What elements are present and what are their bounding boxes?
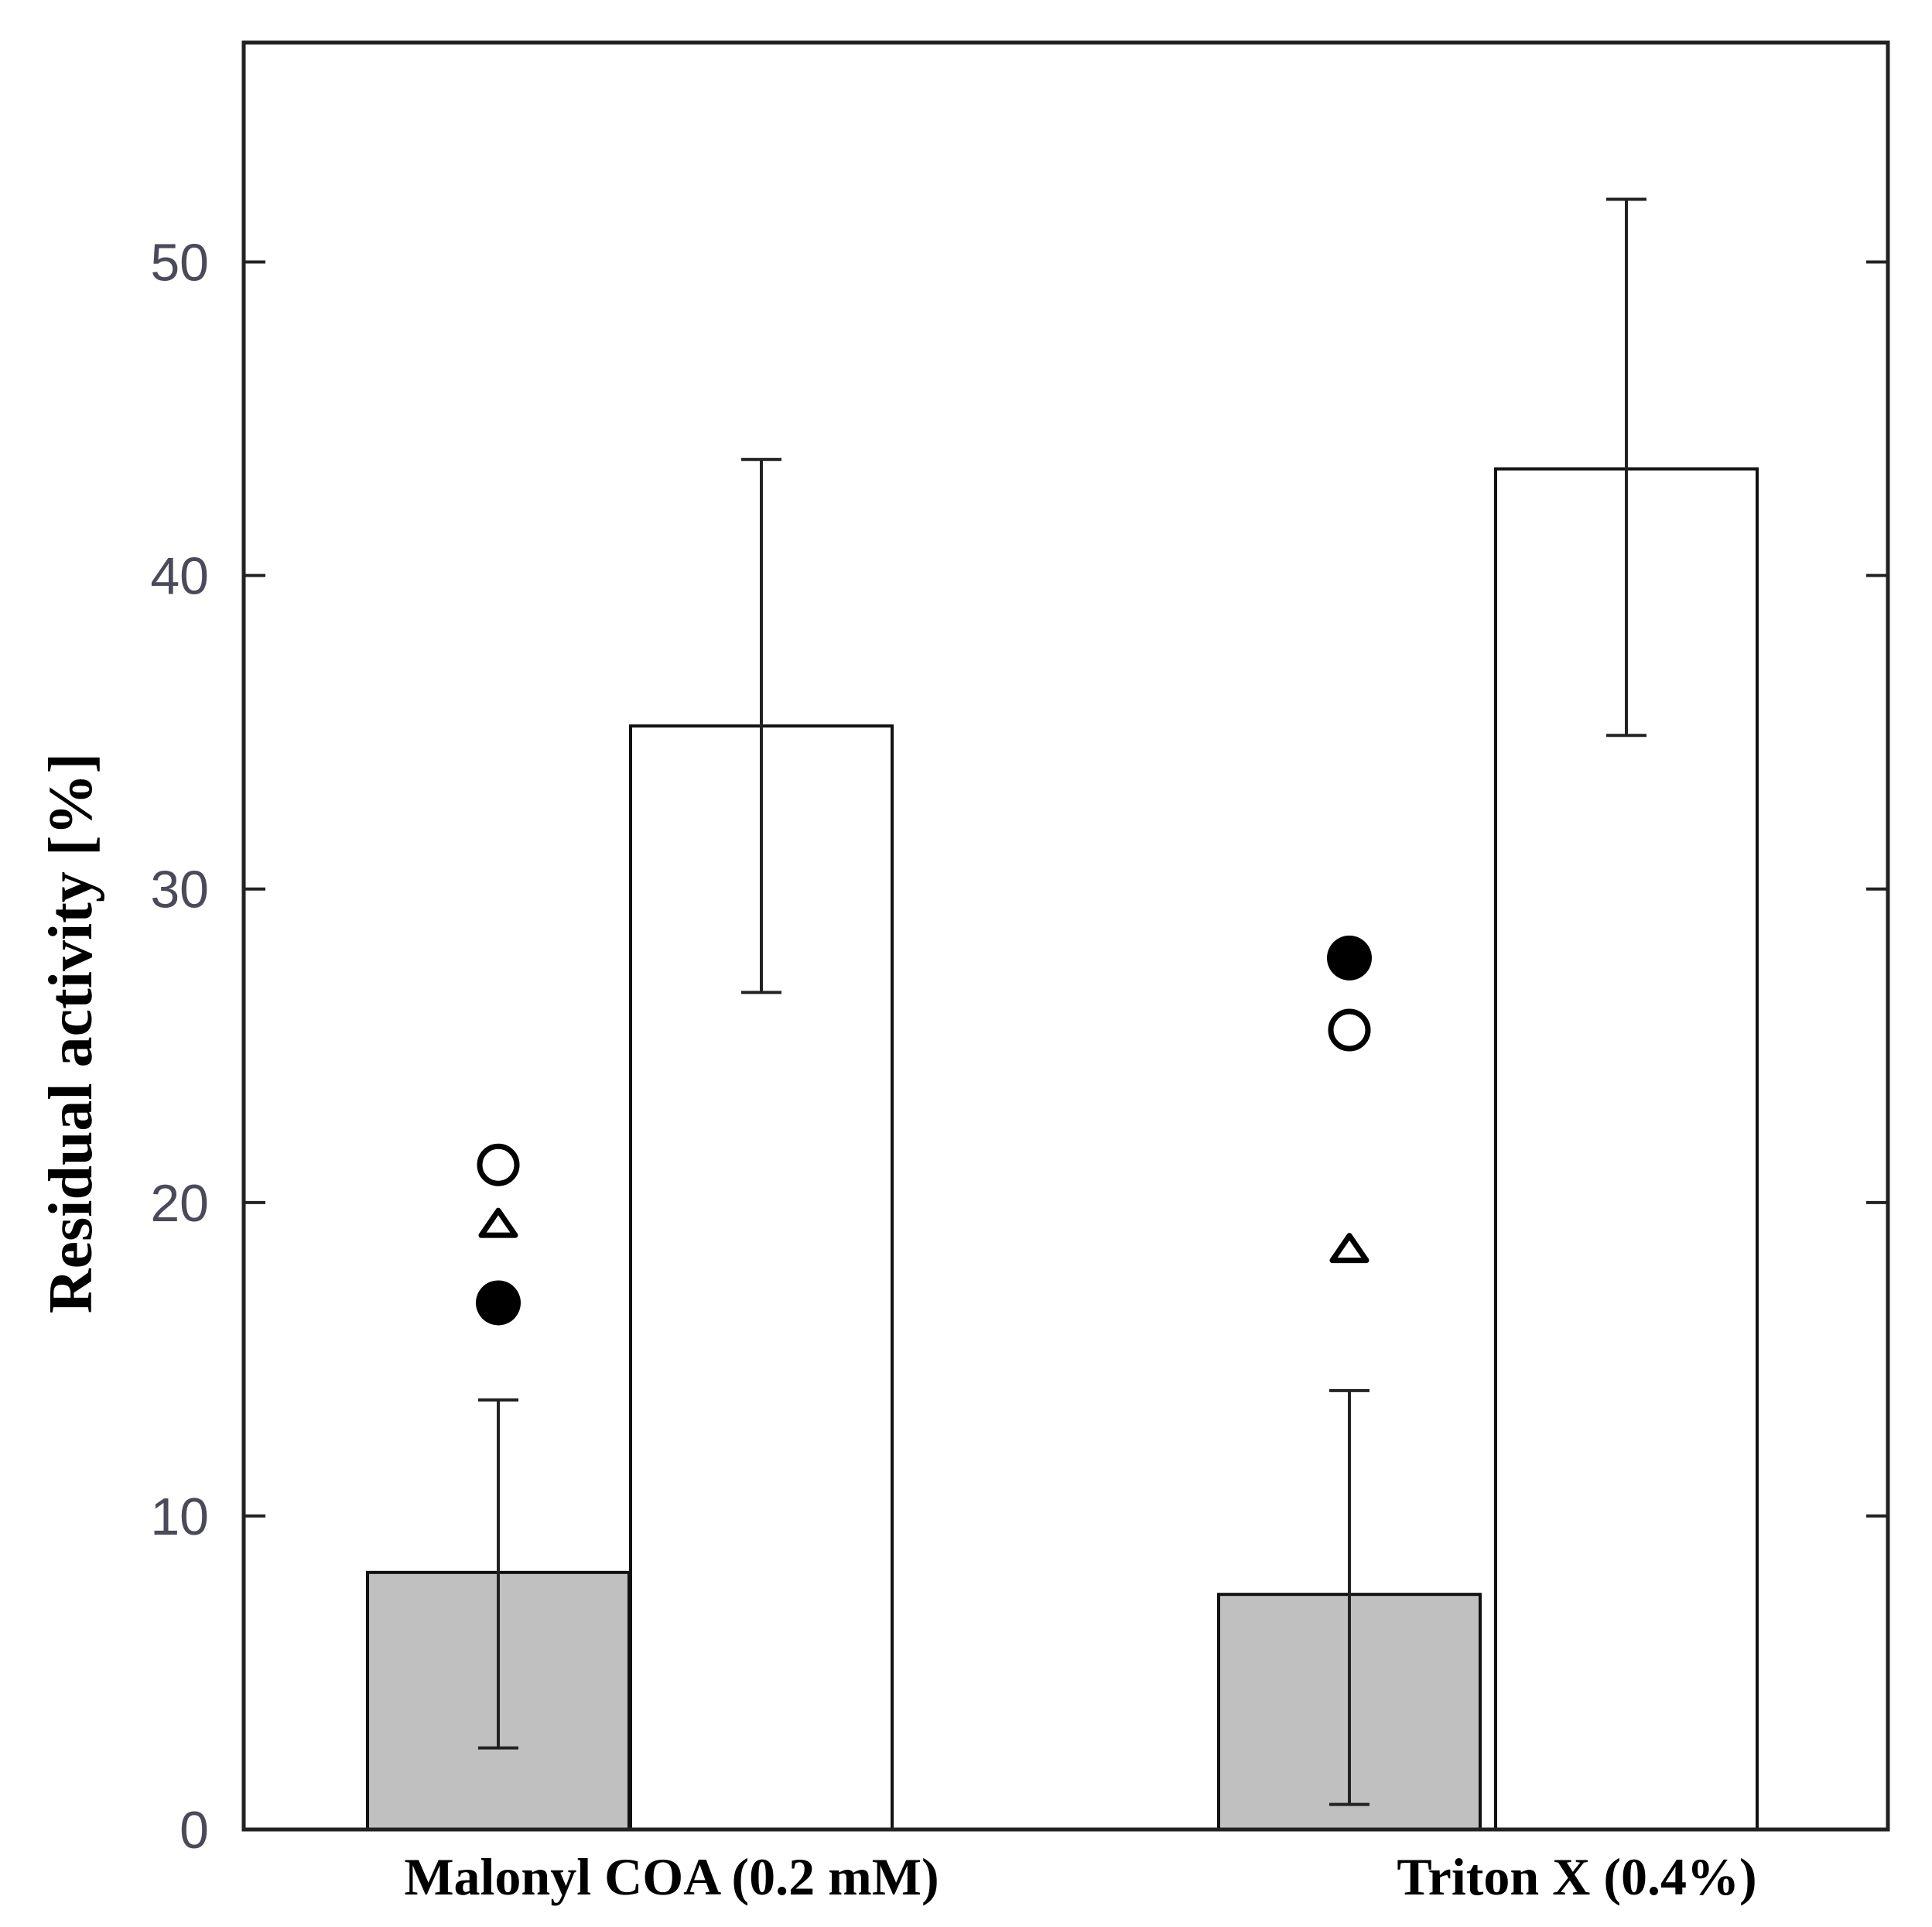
filled-circle-marker — [1327, 935, 1372, 981]
open-circle-marker — [477, 1143, 520, 1186]
x-category-label: Triton X (0.4%) — [1397, 1847, 1756, 1906]
y-tick-label: 10 — [150, 1487, 209, 1546]
open-triangle-marker — [1329, 1233, 1369, 1264]
open-triangle-marker — [478, 1207, 518, 1238]
y-tick-label: 0 — [180, 1801, 209, 1860]
y-tick-label: 50 — [150, 234, 209, 293]
filled-circle-marker — [476, 1280, 521, 1326]
y-tick-label: 30 — [150, 861, 209, 919]
markers-layer — [476, 935, 1372, 1326]
y-tick-label: 40 — [150, 547, 209, 606]
plot-frame — [241, 40, 1890, 1832]
bars-layer — [366, 467, 1759, 1832]
y-axis-ticks — [244, 260, 1888, 1831]
y-axis-tick-labels: 0 10 20 30 40 50 — [150, 234, 209, 1860]
x-category-label: Malonyl COA (0.2 mM) — [404, 1847, 939, 1906]
y-tick-label: 20 — [150, 1174, 209, 1233]
error-bars-layer — [478, 197, 1646, 1806]
y-axis-title: Residual activity [%] — [37, 753, 105, 1313]
x-axis-category-labels: Malonyl COA (0.2 mM) Triton X (0.4%) — [404, 1847, 1756, 1906]
open-circle-marker — [1328, 1008, 1371, 1052]
